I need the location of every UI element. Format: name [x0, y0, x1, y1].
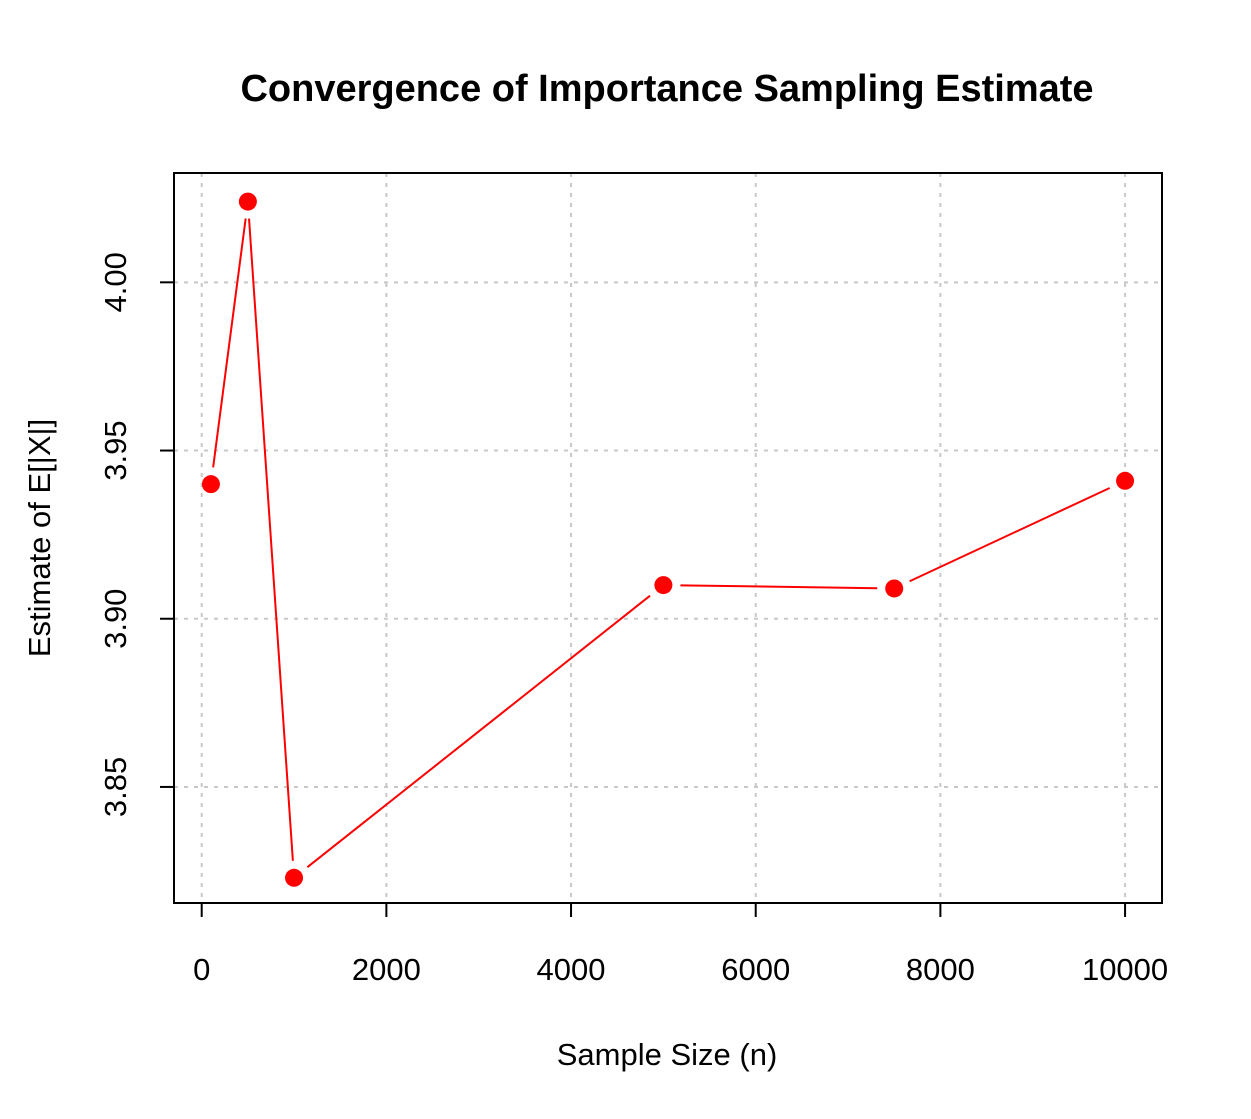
data-point [885, 579, 904, 598]
x-axis-label: Sample Size (n) [557, 1037, 778, 1072]
x-tick-label: 10000 [1082, 952, 1168, 987]
x-tick-label: 2000 [352, 952, 421, 987]
series-line-segment [680, 584, 878, 590]
x-tick-label: 6000 [721, 952, 790, 987]
y-tick-label: 3.85 [98, 757, 133, 817]
y-axis-label: Estimate of E[|X|] [22, 419, 57, 657]
data-point [654, 576, 673, 595]
data-point [1116, 471, 1135, 490]
y-tick-label: 4.00 [98, 252, 133, 312]
data-point [238, 192, 257, 211]
y-tick-label: 3.95 [98, 420, 133, 480]
series-line-segment [212, 218, 247, 468]
x-tick-label: 0 [193, 952, 210, 987]
data-point [285, 868, 304, 887]
y-tick-label: 3.90 [98, 589, 133, 649]
x-axis: 0 2000 4000 6000 8000 10000 [193, 902, 1168, 987]
data-series [201, 192, 1135, 887]
chart-title: Convergence of Importance Sampling Estim… [240, 68, 1093, 110]
x-tick-label: 8000 [906, 952, 975, 987]
data-point [201, 475, 220, 494]
series-line-segment [909, 487, 1111, 583]
series-line-segment [306, 594, 651, 868]
series-line-segment [248, 218, 294, 861]
grid-lines [174, 173, 1162, 903]
y-axis: 3.85 3.90 3.95 4.00 [98, 252, 175, 817]
x-tick-label: 4000 [537, 952, 606, 987]
